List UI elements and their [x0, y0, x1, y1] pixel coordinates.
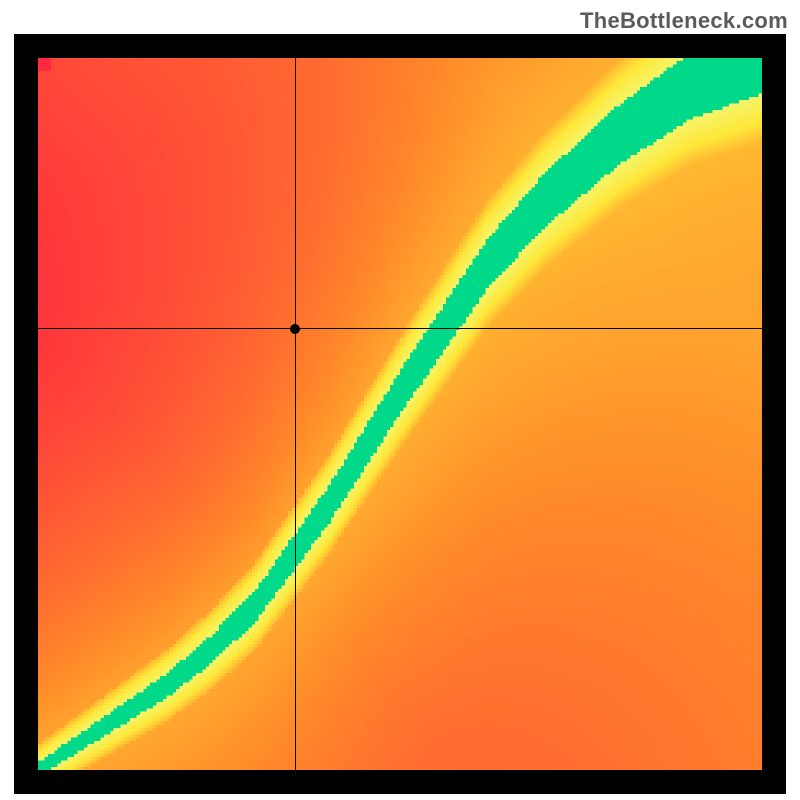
plot-inner — [38, 58, 762, 770]
crosshair-marker — [290, 324, 300, 334]
crosshair-horizontal — [38, 328, 762, 329]
chart-container: TheBottleneck.com — [0, 0, 800, 800]
heatmap-canvas — [38, 58, 762, 770]
watermark-text: TheBottleneck.com — [580, 8, 788, 34]
crosshair-vertical — [295, 58, 296, 770]
